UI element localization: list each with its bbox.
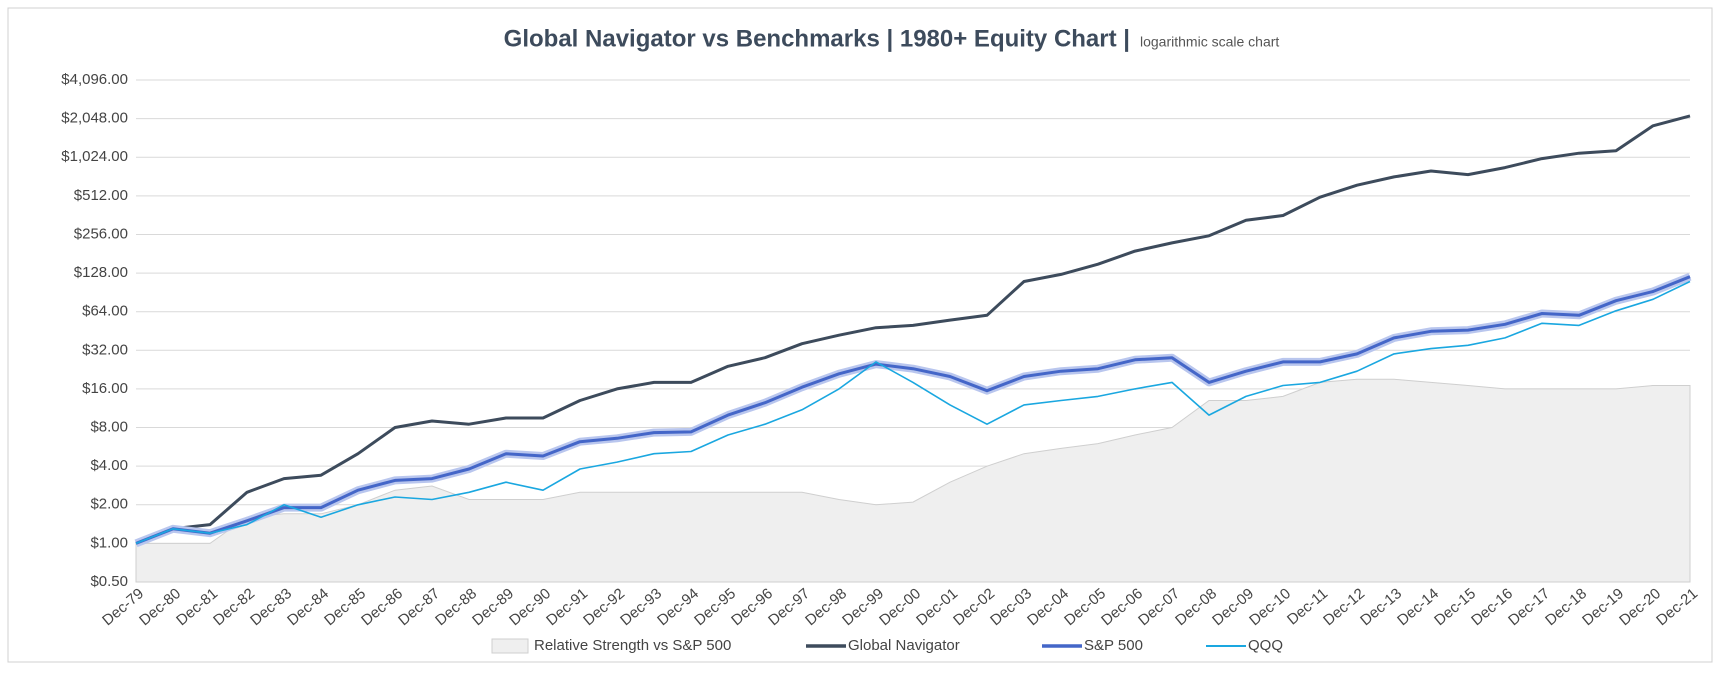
y-tick-label: $2.00 [90, 496, 128, 513]
y-tick-label: $4.00 [90, 457, 128, 474]
y-tick-label: $4,096.00 [61, 71, 128, 88]
legend-label: Relative Strength vs S&P 500 [534, 637, 731, 654]
chart-title: Global Navigator vs Benchmarks | 1980+ E… [504, 25, 1130, 52]
y-tick-label: $2,048.00 [61, 110, 128, 127]
y-tick-label: $1.00 [90, 534, 128, 551]
legend-label: QQQ [1248, 637, 1283, 654]
y-tick-label: $256.00 [74, 225, 128, 242]
y-tick-label: $512.00 [74, 187, 128, 204]
y-tick-label: $128.00 [74, 264, 128, 281]
line [135, 280, 1691, 545]
legend-label: S&P 500 [1084, 637, 1143, 654]
y-tick-label: $0.50 [90, 573, 128, 590]
legend-swatch [491, 638, 529, 654]
area [135, 378, 1691, 583]
y-tick-label: $32.00 [82, 341, 128, 358]
line [135, 114, 1691, 545]
y-tick-label: $64.00 [82, 303, 128, 320]
y-tick-label: $1,024.00 [61, 148, 128, 165]
line [135, 275, 1691, 545]
chart-subtitle: logarithmic scale chart [1140, 34, 1279, 50]
legend-label: Global Navigator [848, 637, 960, 654]
y-tick-label: $16.00 [82, 380, 128, 397]
y-tick-label: $8.00 [90, 419, 128, 436]
